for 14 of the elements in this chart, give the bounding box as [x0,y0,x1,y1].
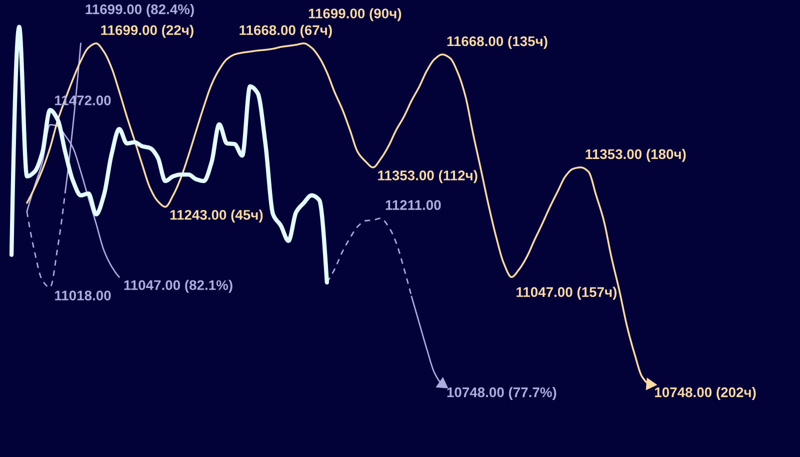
data-label: 11699.00 (90ч) [308,8,402,22]
data-label: 11018.00 [55,290,111,300]
data-label: 11047.00 (157ч) [516,286,617,300]
data-label: 11668.00 (67ч) [240,24,332,38]
data-label: 11353.00 (112ч) [378,170,478,184]
data-label: 11243.00 (45ч) [170,210,263,223]
data-label: 10748.00 (77.7%) [447,387,556,400]
data-label: 11211.00 [386,200,441,210]
data-label: 11668.00 (135ч) [447,36,548,49]
data-label: 11699.00 (82.4%) [86,4,194,17]
data-label: 11353.00 (180ч) [586,148,686,162]
data-label: 11699.00 (22ч) [101,24,194,38]
data-label: 11047.00 (82.1%) [124,280,232,293]
data-label: 10748.00 (202ч) [655,387,756,400]
